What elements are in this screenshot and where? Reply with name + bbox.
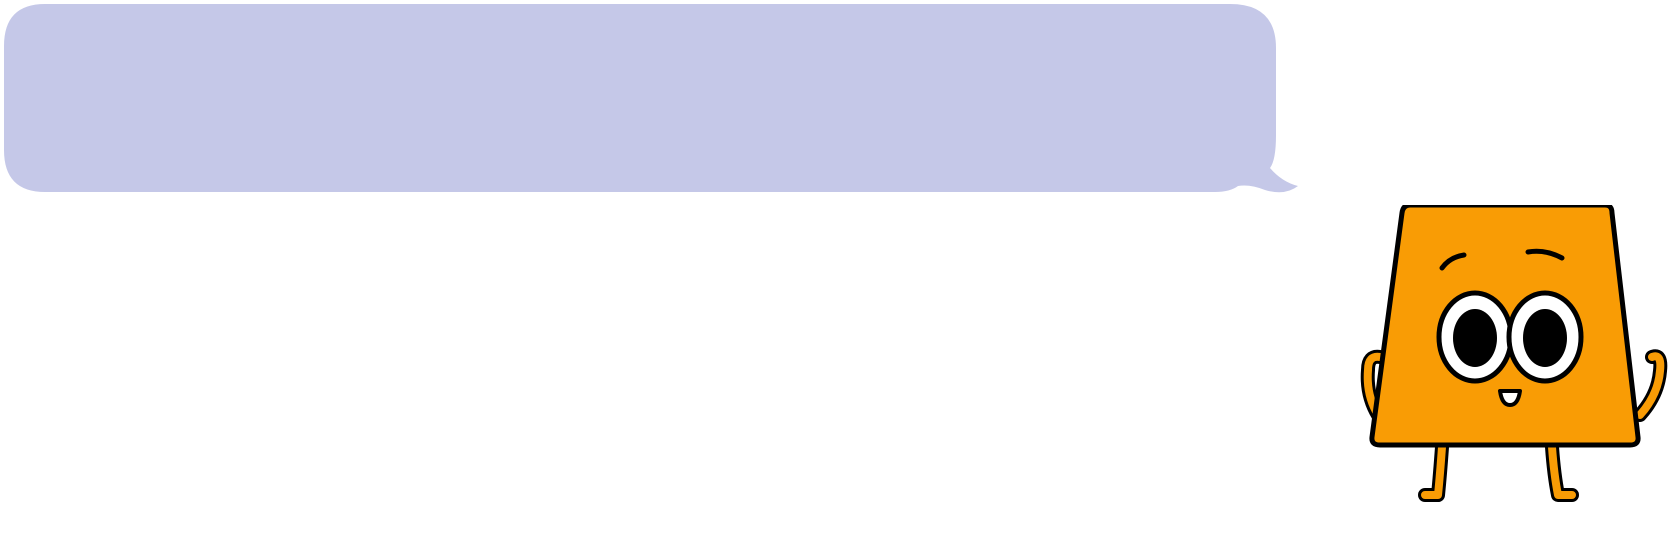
speech-bubble-text: [60, 50, 1220, 150]
left-eyebrow: [1439, 252, 1467, 271]
left-leg-fill: [1421, 443, 1446, 499]
right-eye-pupil: [1523, 309, 1567, 367]
right-eyebrow: [1525, 248, 1565, 261]
right-leg-fill: [1548, 443, 1576, 499]
left-eye-pupil: [1453, 309, 1497, 367]
left-arm-fill: [1363, 352, 1384, 419]
mouth: [1498, 389, 1522, 407]
speech-bubble-shape: [4, 4, 1298, 193]
speech-bubble: [4, 4, 1298, 193]
right-arm-fill: [1636, 352, 1665, 419]
smiling-trapezoid-mascot-icon: [1360, 205, 1668, 502]
